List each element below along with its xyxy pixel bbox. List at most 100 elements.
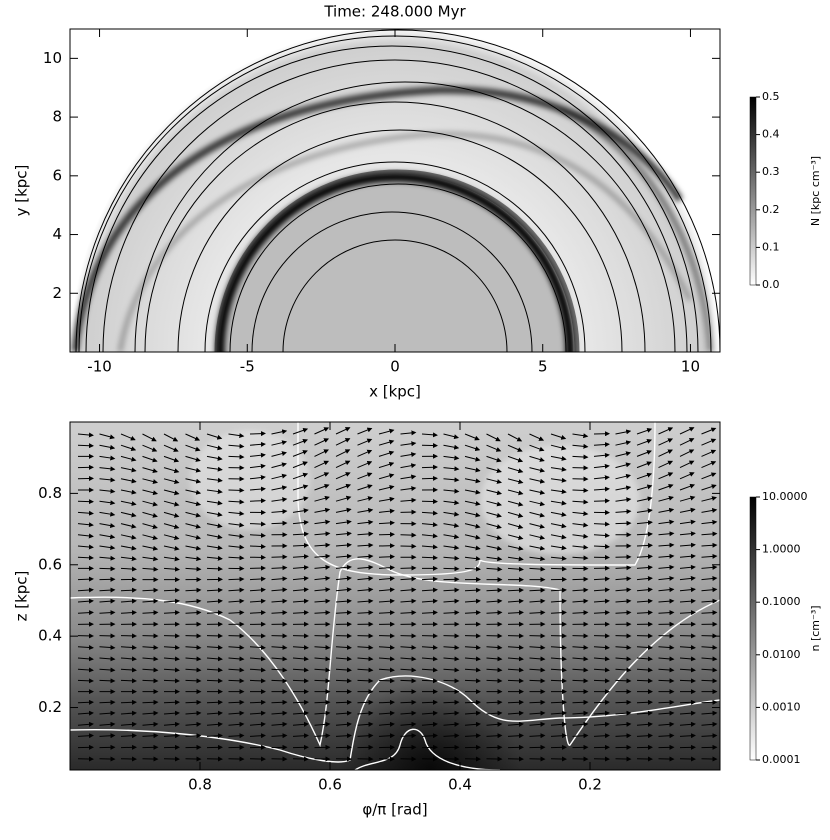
vector-arrow: [573, 680, 588, 681]
vector-arrow: [401, 680, 416, 681]
x-tick-label: 0.4: [448, 776, 472, 794]
vector-arrow: [100, 702, 115, 703]
colorbar-tick-label: 0.4: [762, 128, 780, 141]
vector-arrow: [186, 702, 201, 703]
x-axis-label: x [kpc]: [369, 383, 421, 401]
y-tick-label: 0.6: [38, 555, 62, 573]
vector-arrow: [78, 680, 93, 681]
colorbar-tick-label: 0.1000: [762, 595, 801, 608]
y-tick-label: 0.2: [38, 698, 62, 716]
vector-arrow: [186, 680, 201, 681]
vector-arrow: [659, 680, 674, 681]
vector-arrow: [121, 680, 136, 681]
vector-arrow: [465, 680, 480, 681]
vector-arrow: [422, 702, 437, 703]
vector-arrow: [250, 524, 265, 525]
vector-arrow: [637, 680, 652, 681]
vector-arrow: [616, 702, 631, 703]
x-tick-label: 0.6: [318, 776, 342, 794]
x-tick-label: -10: [87, 358, 112, 376]
vector-arrow: [594, 702, 609, 703]
vector-arrow: [100, 680, 115, 681]
x-axis-label: φ/π [rad]: [362, 801, 427, 819]
y-axis-label: z [kpc]: [13, 571, 31, 622]
x-tick-label: 0.2: [578, 776, 602, 794]
vector-arrow: [551, 702, 566, 703]
vector-arrow: [121, 702, 136, 703]
vector-arrow: [530, 680, 545, 681]
vector-arrow: [250, 501, 265, 502]
colorbar-label: n [cm⁻³]: [809, 605, 822, 651]
vector-arrow: [293, 702, 308, 703]
x-tick-label: 5: [538, 358, 548, 376]
vector-arrow: [143, 680, 158, 681]
x-tick-label: 0.8: [188, 776, 212, 794]
vector-arrow: [78, 702, 93, 703]
vector-arrow: [358, 702, 373, 703]
vector-arrow: [594, 524, 609, 525]
y-tick-label: 6: [52, 166, 62, 184]
vector-arrow: [530, 702, 545, 703]
y-tick-label: 4: [52, 225, 62, 243]
vector-arrow: [659, 702, 674, 703]
vector-arrow: [272, 523, 287, 524]
colorbar-tick-label: 0.0001: [762, 753, 801, 766]
colorbar-tick-label: 0.0010: [762, 700, 801, 713]
colorbar: [750, 97, 756, 285]
vector-arrow: [422, 579, 437, 580]
vector-arrow: [272, 702, 287, 703]
chart-title: Time: 248.000 Myr: [323, 3, 466, 21]
vector-arrow: [250, 680, 265, 681]
vector-arrow: [422, 467, 437, 468]
vector-arrow: [702, 680, 717, 681]
vector-arrow: [207, 680, 222, 681]
vector-arrow: [401, 702, 416, 703]
colorbar-tick-label: 0.0: [762, 278, 780, 291]
vector-arrow: [78, 445, 93, 446]
vector-arrow: [487, 702, 502, 703]
vector-arrow: [444, 702, 459, 703]
vector-map: [70, 422, 720, 770]
y-tick-label: 0.8: [38, 484, 62, 502]
vector-arrow: [573, 579, 588, 580]
vector-arrow: [401, 568, 416, 569]
vector-arrow: [702, 702, 717, 703]
vector-arrow: [551, 568, 566, 569]
vector-arrow: [637, 702, 652, 703]
vector-arrow: [680, 680, 695, 681]
colorbar-tick-label: 0.3: [762, 165, 780, 178]
vector-arrow: [315, 680, 330, 681]
vector-arrow: [444, 680, 459, 681]
vector-arrow: [272, 680, 287, 681]
vector-arrow: [487, 680, 502, 681]
y-tick-label: 8: [52, 108, 62, 126]
vector-arrow: [680, 702, 695, 703]
y-tick-label: 10: [43, 49, 62, 67]
y-tick-label: 0.4: [38, 627, 62, 645]
vector-arrow: [229, 579, 244, 580]
vector-arrow: [422, 680, 437, 681]
vector-arrow: [207, 568, 222, 569]
vector-arrow: [594, 680, 609, 681]
colorbar-tick-label: 0.5: [762, 90, 780, 103]
vector-arrow: [229, 456, 244, 457]
x-tick-label: 0: [390, 358, 400, 376]
x-tick-label: 10: [681, 358, 700, 376]
vector-arrow: [293, 680, 308, 681]
vector-arrow: [250, 702, 265, 703]
vector-arrow: [573, 702, 588, 703]
colorbar-tick-label: 0.1: [762, 240, 780, 253]
vector-arrow: [573, 490, 588, 491]
vector-arrow: [250, 433, 265, 434]
vector-arrow: [465, 702, 480, 703]
vector-arrow: [250, 546, 265, 547]
vector-arrow: [315, 702, 330, 703]
vector-arrow: [336, 680, 351, 681]
colorbar-tick-label: 0.2: [762, 203, 780, 216]
vector-arrow: [143, 702, 158, 703]
colorbar-tick-label: 0.0100: [762, 648, 801, 661]
vector-arrow: [422, 557, 437, 558]
y-tick-label: 2: [52, 284, 62, 302]
